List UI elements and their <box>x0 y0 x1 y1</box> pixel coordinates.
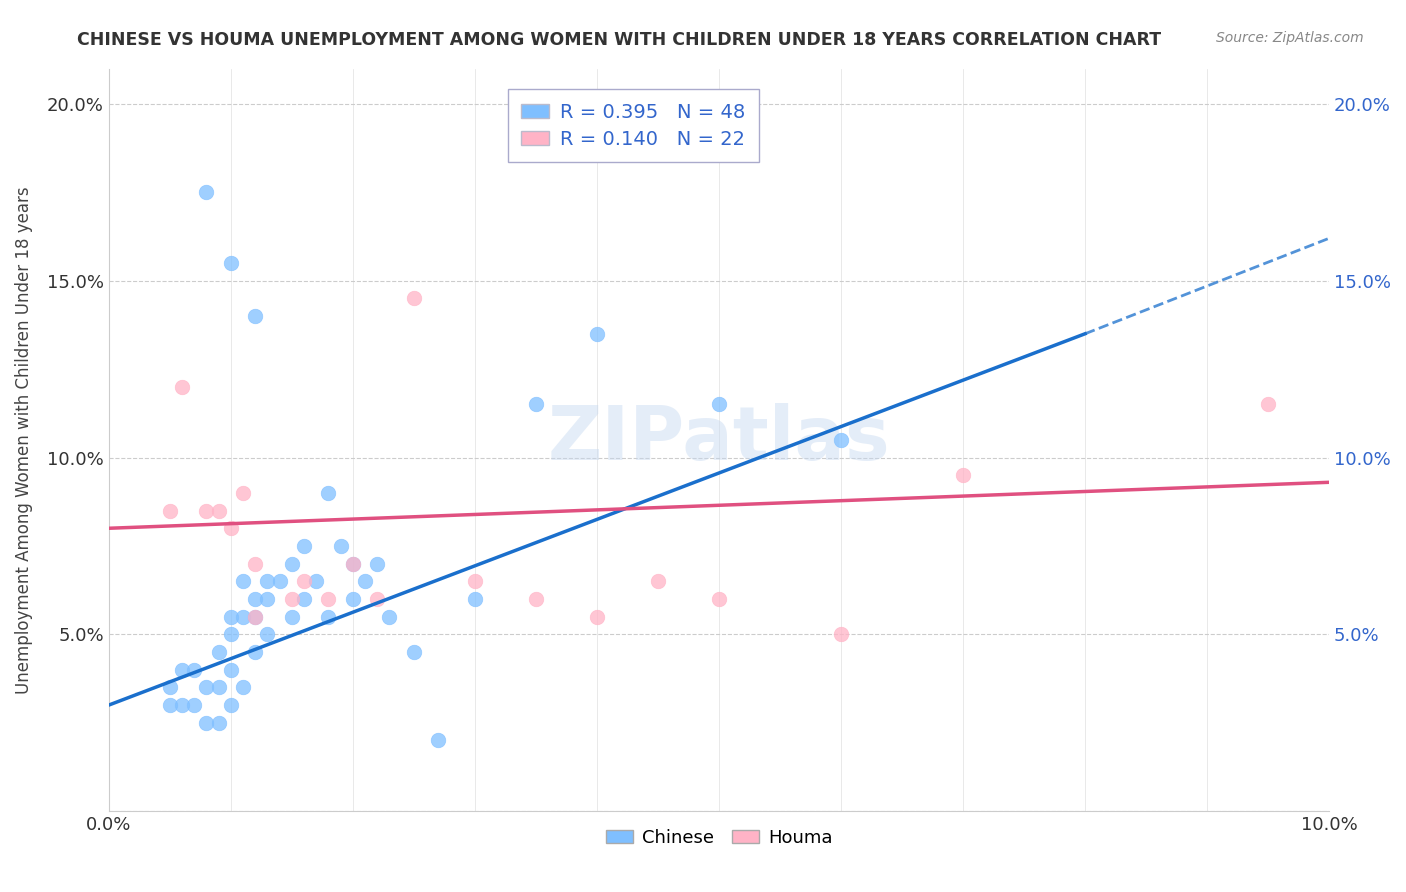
Point <box>366 592 388 607</box>
Point <box>269 574 291 589</box>
Point <box>232 609 254 624</box>
Point <box>195 715 218 730</box>
Point <box>207 645 229 659</box>
Point <box>707 592 730 607</box>
Point <box>292 592 315 607</box>
Point <box>245 309 267 323</box>
Point <box>256 592 278 607</box>
Point <box>281 592 304 607</box>
Text: Source: ZipAtlas.com: Source: ZipAtlas.com <box>1216 31 1364 45</box>
Point <box>366 557 388 571</box>
Point <box>524 592 547 607</box>
Point <box>219 256 242 270</box>
Point <box>402 645 425 659</box>
Point <box>342 557 364 571</box>
Point <box>464 592 486 607</box>
Point <box>219 609 242 624</box>
Point <box>170 698 193 712</box>
Point <box>245 645 267 659</box>
Point <box>342 592 364 607</box>
Point <box>292 574 315 589</box>
Point <box>245 592 267 607</box>
Point <box>524 397 547 411</box>
Point <box>256 627 278 641</box>
Point <box>207 715 229 730</box>
Point <box>318 609 340 624</box>
Point <box>281 557 304 571</box>
Point <box>245 557 267 571</box>
Point <box>952 468 974 483</box>
Point <box>354 574 377 589</box>
Point <box>183 698 205 712</box>
Point <box>342 557 364 571</box>
Point <box>159 503 181 517</box>
Point <box>232 574 254 589</box>
Point <box>464 574 486 589</box>
Point <box>219 627 242 641</box>
Point <box>586 326 609 341</box>
Point <box>830 627 852 641</box>
Point <box>219 521 242 535</box>
Point <box>427 733 450 747</box>
Point <box>232 681 254 695</box>
Point <box>586 609 609 624</box>
Point <box>329 539 352 553</box>
Legend: Chinese, Houma: Chinese, Houma <box>599 822 839 855</box>
Text: ZIPatlas: ZIPatlas <box>547 403 890 476</box>
Point <box>183 663 205 677</box>
Point <box>170 380 193 394</box>
Point <box>830 433 852 447</box>
Point <box>245 609 267 624</box>
Point <box>159 698 181 712</box>
Point <box>305 574 328 589</box>
Point <box>195 503 218 517</box>
Point <box>402 292 425 306</box>
Point <box>195 681 218 695</box>
Point <box>159 681 181 695</box>
Point <box>318 486 340 500</box>
Point <box>232 486 254 500</box>
Text: CHINESE VS HOUMA UNEMPLOYMENT AMONG WOMEN WITH CHILDREN UNDER 18 YEARS CORRELATI: CHINESE VS HOUMA UNEMPLOYMENT AMONG WOME… <box>77 31 1161 49</box>
Point <box>256 574 278 589</box>
Point <box>292 539 315 553</box>
Point <box>195 186 218 200</box>
Point <box>207 681 229 695</box>
Point <box>1257 397 1279 411</box>
Point <box>707 397 730 411</box>
Point <box>318 592 340 607</box>
Point <box>219 663 242 677</box>
Point <box>219 698 242 712</box>
Point <box>170 663 193 677</box>
Point <box>281 609 304 624</box>
Point <box>647 574 669 589</box>
Point <box>207 503 229 517</box>
Point <box>378 609 401 624</box>
Point <box>245 609 267 624</box>
Y-axis label: Unemployment Among Women with Children Under 18 years: Unemployment Among Women with Children U… <box>15 186 32 694</box>
